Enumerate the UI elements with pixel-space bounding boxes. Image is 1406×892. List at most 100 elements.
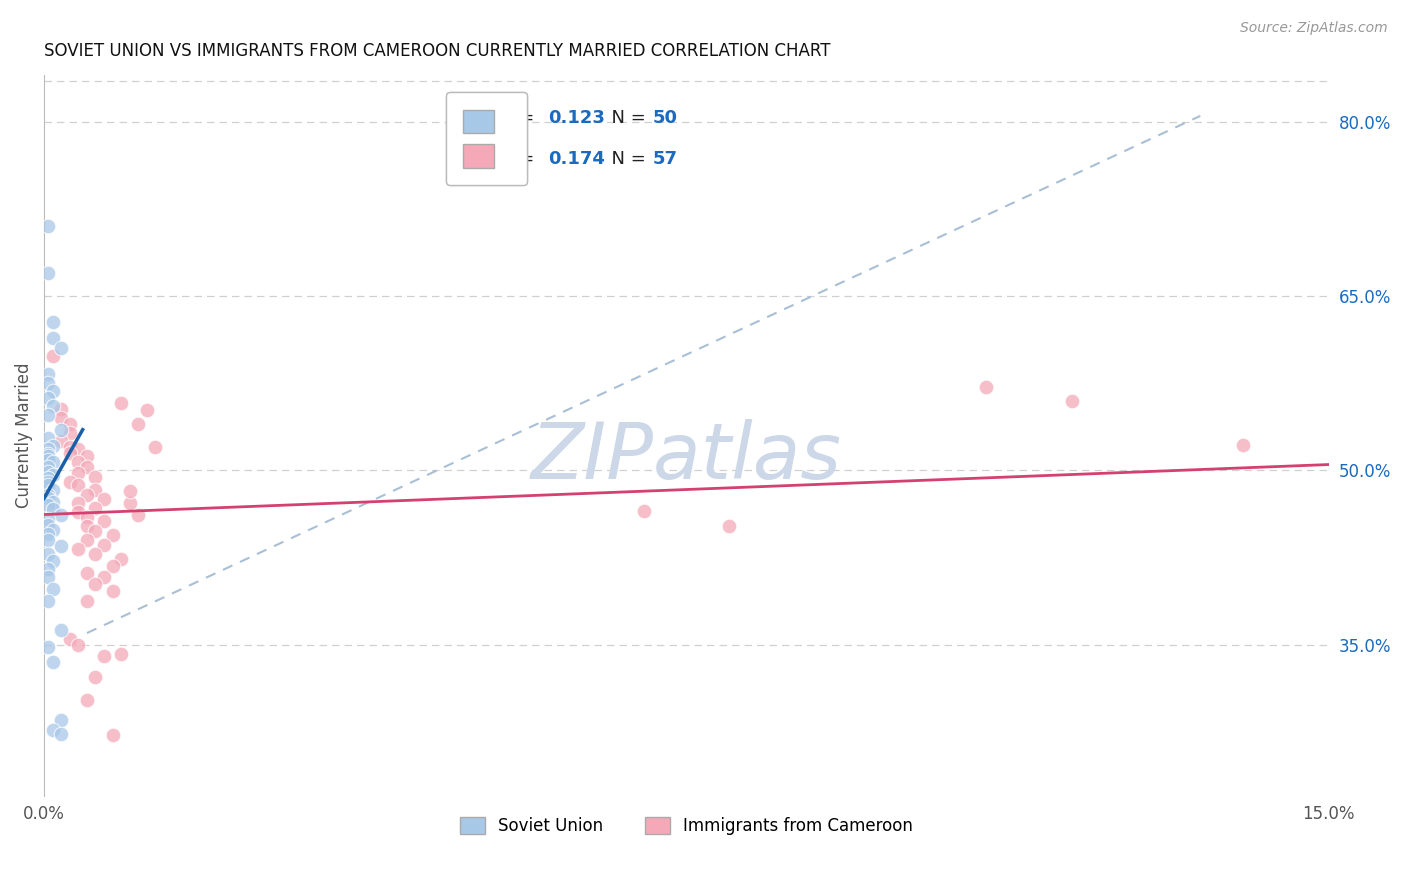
Point (84, 547, 107, 561)
Point (59, 417, 82, 431)
Point (37, 376, 59, 391)
Point (93, 570, 115, 584)
Point (67, 478, 90, 492)
Point (41, 582, 63, 596)
Point (93, 515, 115, 529)
Point (41, 400, 63, 414)
Point (51, 713, 73, 727)
Point (110, 647, 132, 661)
Point (37, 512, 59, 526)
Point (59, 632, 82, 646)
Legend: , : , (446, 92, 527, 186)
Point (51, 539, 73, 553)
Point (110, 396, 132, 410)
Point (51, 401, 73, 416)
Point (118, 496, 141, 510)
Point (127, 508, 149, 522)
Point (41, 494, 63, 508)
Point (93, 538, 115, 552)
Point (101, 558, 124, 573)
Point (37, 266, 59, 280)
Point (37, 527, 59, 541)
Point (76, 593, 98, 607)
Point (37, 219, 59, 234)
Point (67, 455, 90, 469)
Point (51, 623, 73, 637)
Point (37, 478, 59, 492)
Text: 0.174: 0.174 (548, 150, 605, 169)
Point (37, 431, 59, 445)
Point (37, 491, 59, 506)
Text: R =: R = (501, 150, 540, 169)
Point (37, 593, 59, 607)
Point (110, 551, 132, 566)
Point (67, 496, 90, 510)
Point (1060, 393, 1083, 408)
Point (84, 500, 107, 515)
Point (41, 331, 63, 345)
Point (41, 655, 63, 669)
Point (84, 470, 107, 484)
Point (76, 566, 98, 580)
Text: SOVIET UNION VS IMMIGRANTS FROM CAMEROON CURRENTLY MARRIED CORRELATION CHART: SOVIET UNION VS IMMIGRANTS FROM CAMEROON… (44, 42, 831, 60)
Point (101, 584, 124, 599)
Point (101, 728, 124, 742)
Point (84, 670, 107, 684)
Point (37, 498, 59, 512)
Point (135, 403, 157, 417)
Y-axis label: Currently Married: Currently Married (15, 363, 32, 508)
Point (59, 440, 82, 454)
Point (37, 640, 59, 654)
Point (51, 434, 73, 449)
Point (51, 341, 73, 355)
Point (67, 542, 90, 557)
Point (41, 554, 63, 568)
Point (59, 475, 82, 489)
Point (41, 501, 63, 516)
Text: Source: ZipAtlas.com: Source: ZipAtlas.com (1240, 21, 1388, 35)
Point (67, 505, 90, 519)
Point (974, 379, 997, 393)
Point (51, 508, 73, 522)
Point (67, 638, 90, 652)
Text: 0.123: 0.123 (548, 109, 605, 128)
Point (718, 519, 741, 533)
Point (118, 484, 141, 499)
Point (76, 509, 98, 524)
Text: 50: 50 (652, 109, 678, 128)
Point (37, 465, 59, 479)
Point (37, 459, 59, 474)
Point (84, 577, 107, 591)
Point (67, 466, 90, 480)
Point (37, 518, 59, 533)
Point (37, 570, 59, 584)
Point (51, 423, 73, 437)
Text: 57: 57 (652, 150, 678, 169)
Point (37, 367, 59, 381)
Point (37, 408, 59, 422)
Point (41, 523, 63, 537)
Point (127, 417, 149, 431)
Point (41, 384, 63, 399)
Point (633, 504, 655, 518)
Point (145, 440, 167, 454)
Text: R =: R = (501, 109, 540, 128)
Point (76, 519, 98, 533)
Point (41, 468, 63, 483)
Point (41, 723, 63, 737)
Point (59, 426, 82, 441)
Point (37, 533, 59, 547)
Point (76, 450, 98, 464)
Point (41, 350, 63, 364)
Point (93, 492, 115, 507)
Point (76, 459, 98, 474)
Point (37, 562, 59, 576)
Point (37, 475, 59, 489)
Text: N =: N = (599, 109, 651, 128)
Point (1232, 438, 1254, 452)
Point (37, 447, 59, 461)
Point (93, 649, 115, 664)
Point (51, 727, 73, 741)
Point (76, 693, 98, 707)
Point (37, 450, 59, 464)
